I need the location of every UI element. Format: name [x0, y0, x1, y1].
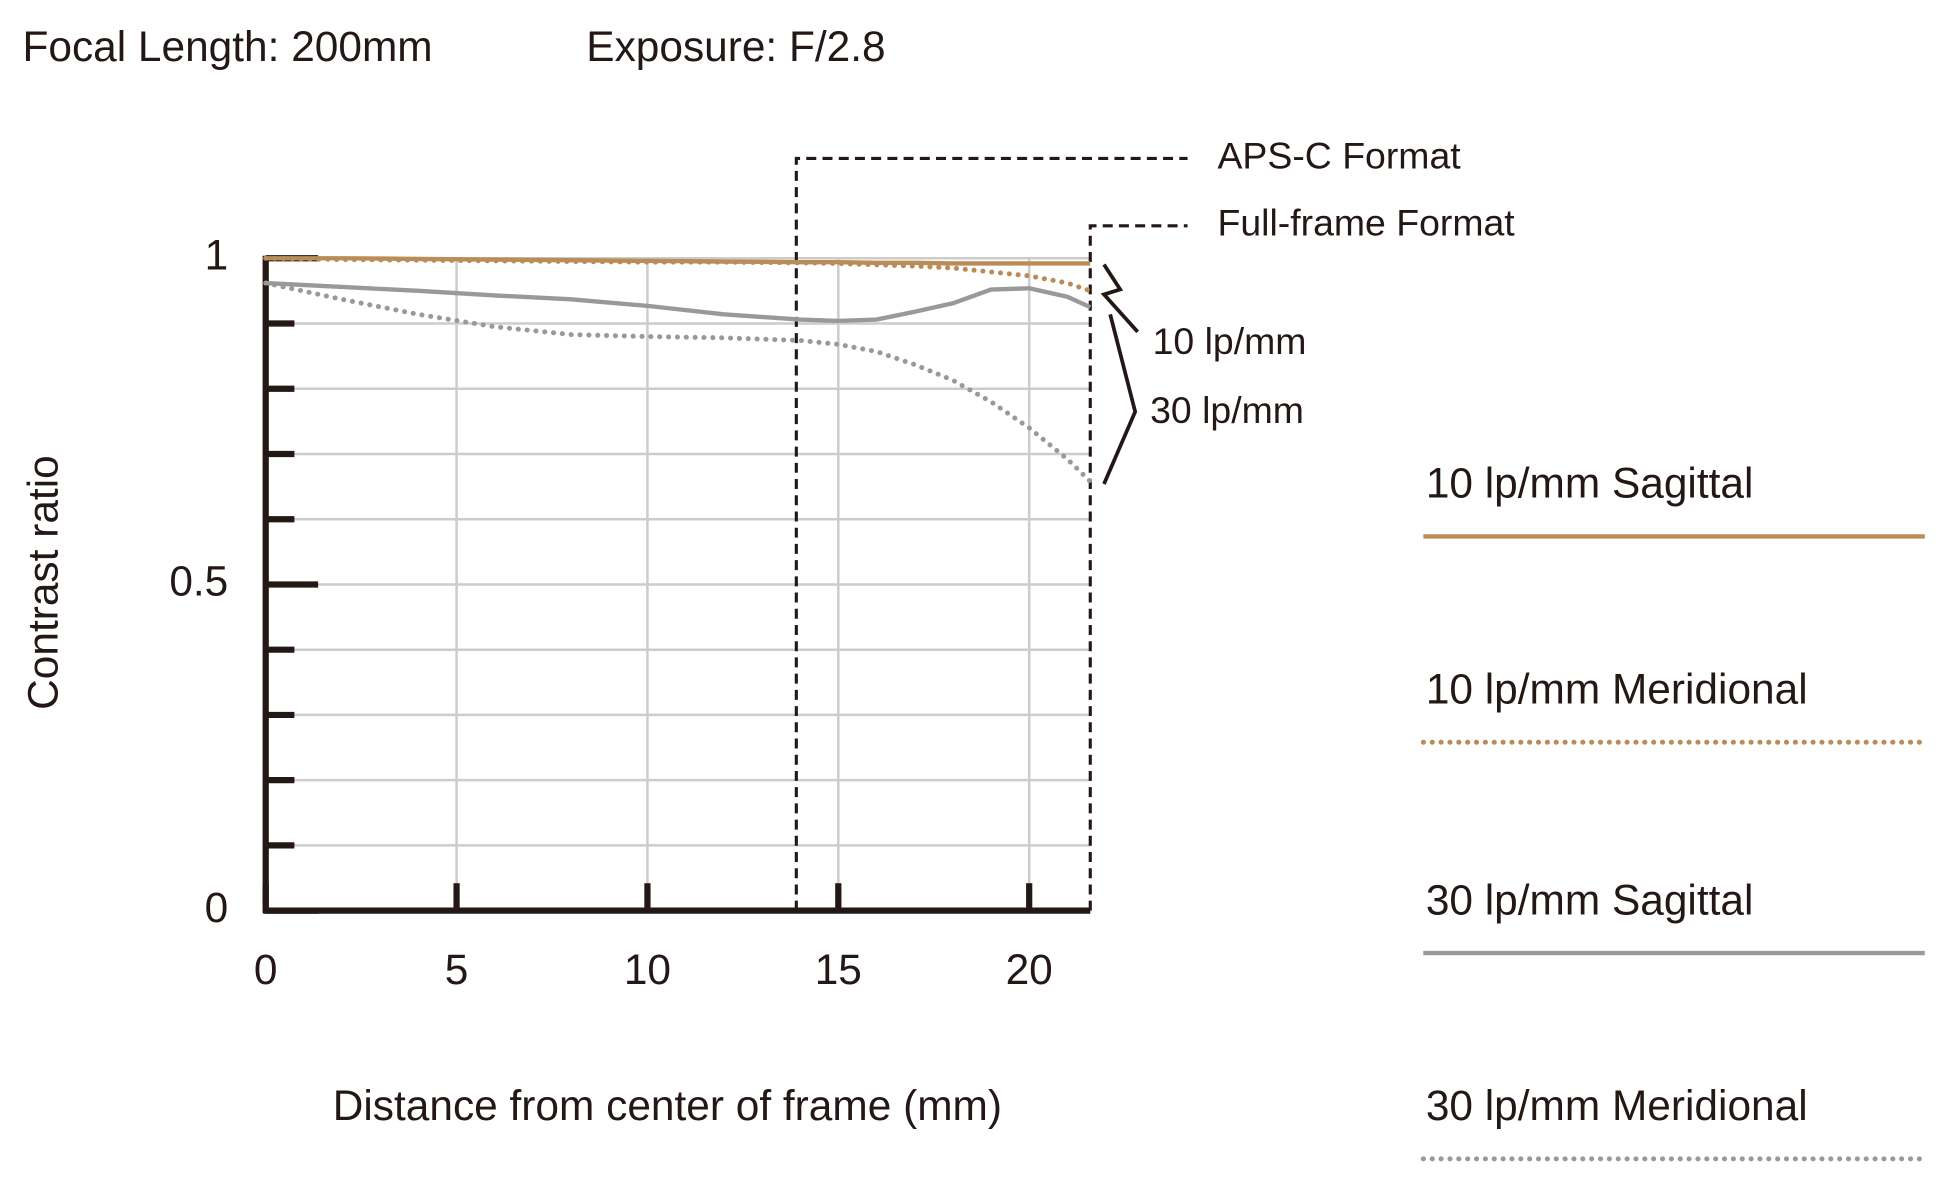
format-line: [794, 156, 1188, 911]
legend-label: 10 lp/mm Meridional: [1426, 666, 1808, 713]
y-tick-label: 0.5: [169, 558, 228, 605]
y-axis-label: Contrast ratio: [19, 455, 66, 710]
format-line: [1088, 224, 1188, 911]
x-tick-label: 0: [254, 946, 278, 993]
series-line: [263, 280, 1093, 484]
brackets: [1100, 263, 1140, 485]
x-tick-label: 20: [1006, 946, 1053, 993]
bracket-30: [1102, 313, 1138, 485]
chart-subtitle: Exposure: F/2.8: [586, 23, 885, 70]
chart-title: Focal Length: 200mm: [22, 23, 432, 70]
annotation: 30 lp/mm: [1150, 389, 1304, 431]
legend-label: 10 lp/mm Sagittal: [1426, 460, 1754, 507]
x-axis-label: Distance from center of frame (mm): [333, 1082, 1002, 1129]
legend-label: 30 lp/mm Meridional: [1426, 1082, 1808, 1129]
x-tick-label: 15: [815, 946, 862, 993]
y-tick-label: 1: [205, 231, 229, 278]
x-tick-label: 10: [624, 946, 671, 993]
format-label: Full-frame Format: [1217, 202, 1515, 244]
bracket-10: [1100, 263, 1140, 334]
series-line: [263, 255, 1093, 294]
series-line: [265, 256, 1091, 266]
legend-label: 30 lp/mm Sagittal: [1426, 876, 1754, 923]
format-label: APS-C Format: [1217, 134, 1461, 176]
annotation: 10 lp/mm: [1153, 320, 1307, 362]
x-tick-label: 5: [445, 946, 469, 993]
series-line: [265, 280, 1092, 324]
y-tick-label: 0: [205, 884, 229, 931]
